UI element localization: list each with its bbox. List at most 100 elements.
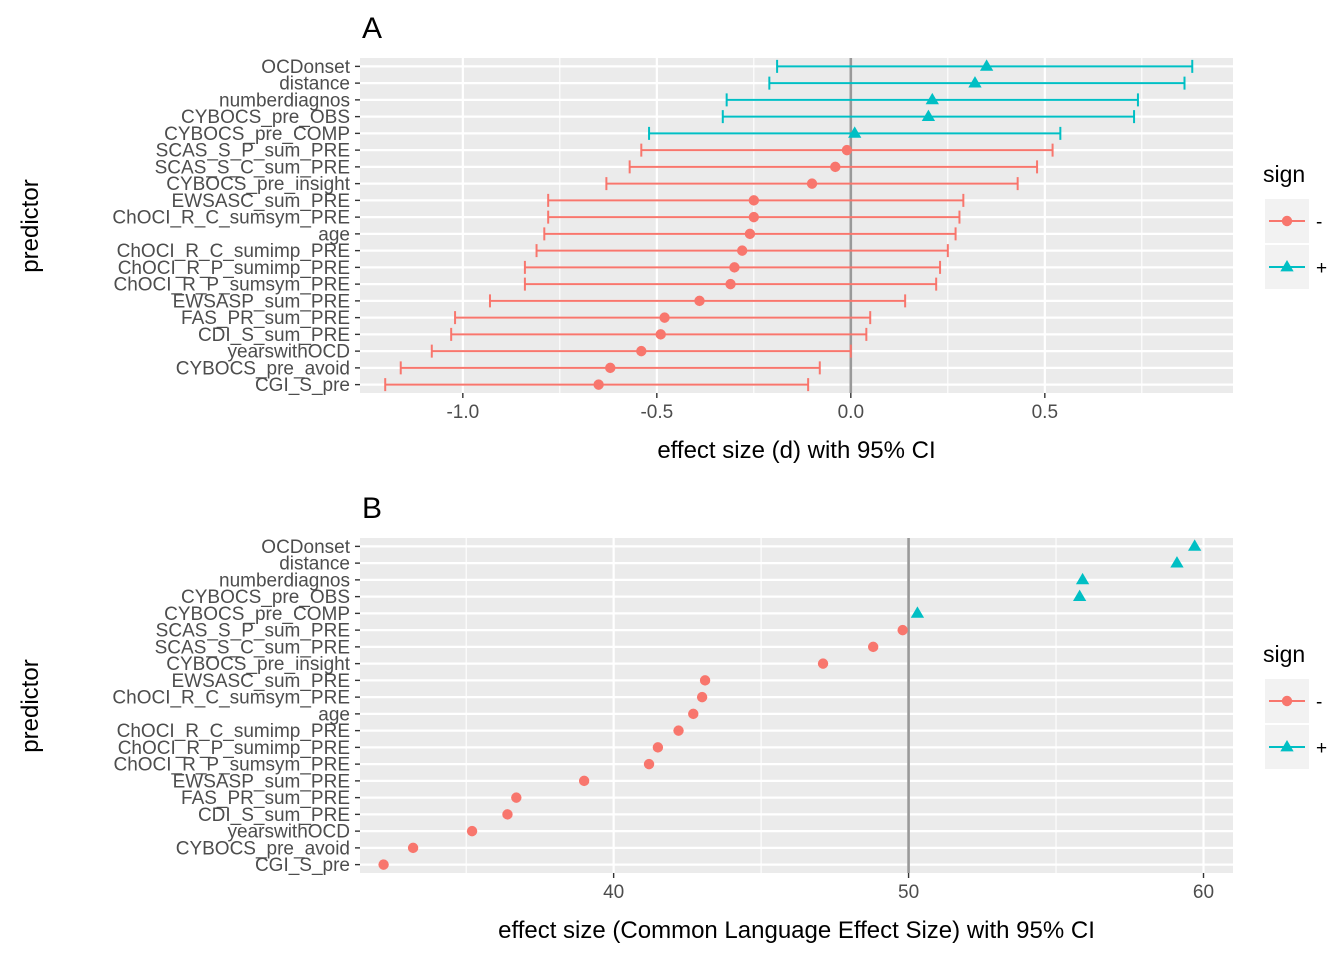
y-tick-label: ChOCI_R_P_sumimp_PRE (118, 258, 350, 279)
legend-label: - (1316, 212, 1322, 233)
y-tick-label: FAS_PR_sum_PRE (181, 788, 350, 809)
y-tick-label: yearswithOCD (228, 342, 350, 363)
y-tick-label: OCDonset (261, 57, 350, 78)
legend-label: + (1316, 738, 1327, 759)
point-circle (897, 624, 908, 636)
point-triangle (1188, 539, 1202, 551)
y-tick-label: ChOCI_R_P_sumsym_PRE (113, 275, 350, 296)
point-circle (466, 825, 478, 837)
y-tick-label: EWSASC_sum_PRE (172, 191, 350, 212)
point-circle (659, 312, 670, 323)
y-tick-label: SCAS_S_C_sum_PRE (155, 157, 350, 178)
legend-title: sign (1263, 161, 1305, 187)
point-triangle (921, 109, 936, 121)
point-triangle (968, 76, 982, 88)
y-tick-label: age (318, 224, 350, 245)
x-tick-label: -0.5 (640, 402, 673, 423)
y-tick-label: EWSASC_sum_PRE (172, 671, 350, 692)
y-axis-title: predictor (17, 179, 44, 272)
y-tick-label: CYBOCS_pre_insight (166, 654, 350, 675)
point-triangle (979, 59, 994, 71)
x-tick-label: 40 (603, 882, 624, 903)
y-tick-label: SCAS_S_C_sum_PRE (155, 637, 350, 658)
y-tick-label: ChOCI_R_C_sumsym_PRE (112, 208, 350, 229)
point-circle (725, 278, 736, 290)
point-circle (655, 329, 666, 340)
point-circle (605, 362, 616, 374)
point-triangle (848, 126, 862, 138)
point-triangle (910, 606, 925, 618)
legend-label: + (1316, 258, 1327, 279)
y-tick-label: distance (279, 554, 350, 575)
y-tick-label: distance (279, 74, 350, 95)
y-tick-label: CGI_S_pre (255, 375, 350, 396)
legend-triangle (1280, 260, 1294, 272)
panel-letter-B: B (362, 492, 382, 525)
x-tick-label: 0.5 (1032, 402, 1058, 423)
y-tick-label: numberdiagnos (219, 570, 350, 591)
point-circle (407, 842, 419, 854)
x-tick-label: 50 (898, 882, 919, 903)
point-circle (643, 758, 655, 770)
y-tick-label: numberdiagnos (219, 90, 350, 111)
y-tick-label: ChOCI_R_P_sumimp_PRE (118, 738, 350, 759)
point-circle (652, 742, 664, 753)
plot-background (360, 538, 1233, 873)
legend-label: - (1316, 692, 1322, 713)
point-circle (688, 708, 699, 720)
point-triangle (1170, 556, 1184, 568)
panel-letter-A: A (362, 12, 382, 45)
point-triangle (925, 92, 939, 105)
y-tick-label: ChOCI_R_C_sumimp_PRE (117, 721, 350, 742)
y-tick-label: age (318, 704, 350, 725)
panel-B: BOCDonsetdistancenumberdiagnosCYBOCS_pre… (17, 492, 1327, 944)
point-circle (593, 379, 604, 390)
y-tick-label: EWSASP_sum_PRE (173, 771, 350, 792)
legend-circle (1281, 215, 1293, 227)
point-circle (378, 859, 389, 870)
y-tick-label: ChOCI_R_P_sumsym_PRE (113, 755, 350, 776)
y-tick-label: CDI_S_sum_PRE (198, 325, 350, 346)
point-circle (841, 144, 853, 156)
x-axis-title: effect size (Common Language Effect Size… (498, 917, 1095, 944)
y-tick-label: CYBOCS_pre_avoid (176, 838, 350, 859)
y-tick-label: EWSASP_sum_PRE (173, 291, 350, 312)
plot-background (360, 58, 1233, 393)
y-tick-label: CYBOCS_pre_OBS (181, 107, 350, 128)
x-tick-label: -1.0 (446, 402, 479, 423)
point-circle (817, 658, 829, 669)
legend-title: sign (1263, 641, 1305, 667)
point-circle (748, 211, 760, 223)
y-tick-label: SCAS_S_P_sum_PRE (156, 621, 350, 642)
legend-triangle (1280, 740, 1294, 752)
y-tick-label: ChOCI_R_C_sumimp_PRE (117, 241, 350, 262)
point-circle (830, 161, 841, 173)
y-tick-label: SCAS_S_P_sum_PRE (156, 141, 350, 162)
point-circle (578, 775, 590, 787)
point-circle (673, 725, 684, 736)
point-circle (502, 809, 513, 820)
panel-A: AOCDonsetdistancenumberdiagnosCYBOCS_pre… (17, 12, 1327, 464)
x-tick-label: 0.0 (838, 402, 864, 423)
point-circle (748, 195, 760, 206)
point-circle (867, 641, 879, 653)
y-tick-label: CYBOCS_pre_OBS (181, 587, 350, 608)
y-tick-label: OCDonset (261, 537, 350, 558)
y-tick-label: FAS_PR_sum_PRE (181, 308, 350, 329)
y-tick-label: CYBOCS_pre_insight (166, 174, 350, 195)
y-tick-label: CYBOCS_pre_COMP (164, 604, 350, 625)
point-circle (636, 345, 647, 357)
y-tick-label: CGI_S_pre (255, 855, 350, 876)
point-circle (806, 178, 818, 189)
legend: sign - + (1263, 161, 1327, 289)
y-tick-label: CYBOCS_pre_avoid (176, 358, 350, 379)
point-triangle (1075, 572, 1090, 585)
y-tick-label: CDI_S_sum_PRE (198, 805, 350, 826)
point-circle (736, 245, 748, 256)
point-circle (699, 675, 711, 686)
y-tick-label: ChOCI_R_C_sumsym_PRE (112, 688, 350, 709)
y-axis-title: predictor (17, 659, 44, 752)
legend: sign - + (1263, 641, 1327, 769)
x-tick-label: 60 (1193, 882, 1214, 903)
